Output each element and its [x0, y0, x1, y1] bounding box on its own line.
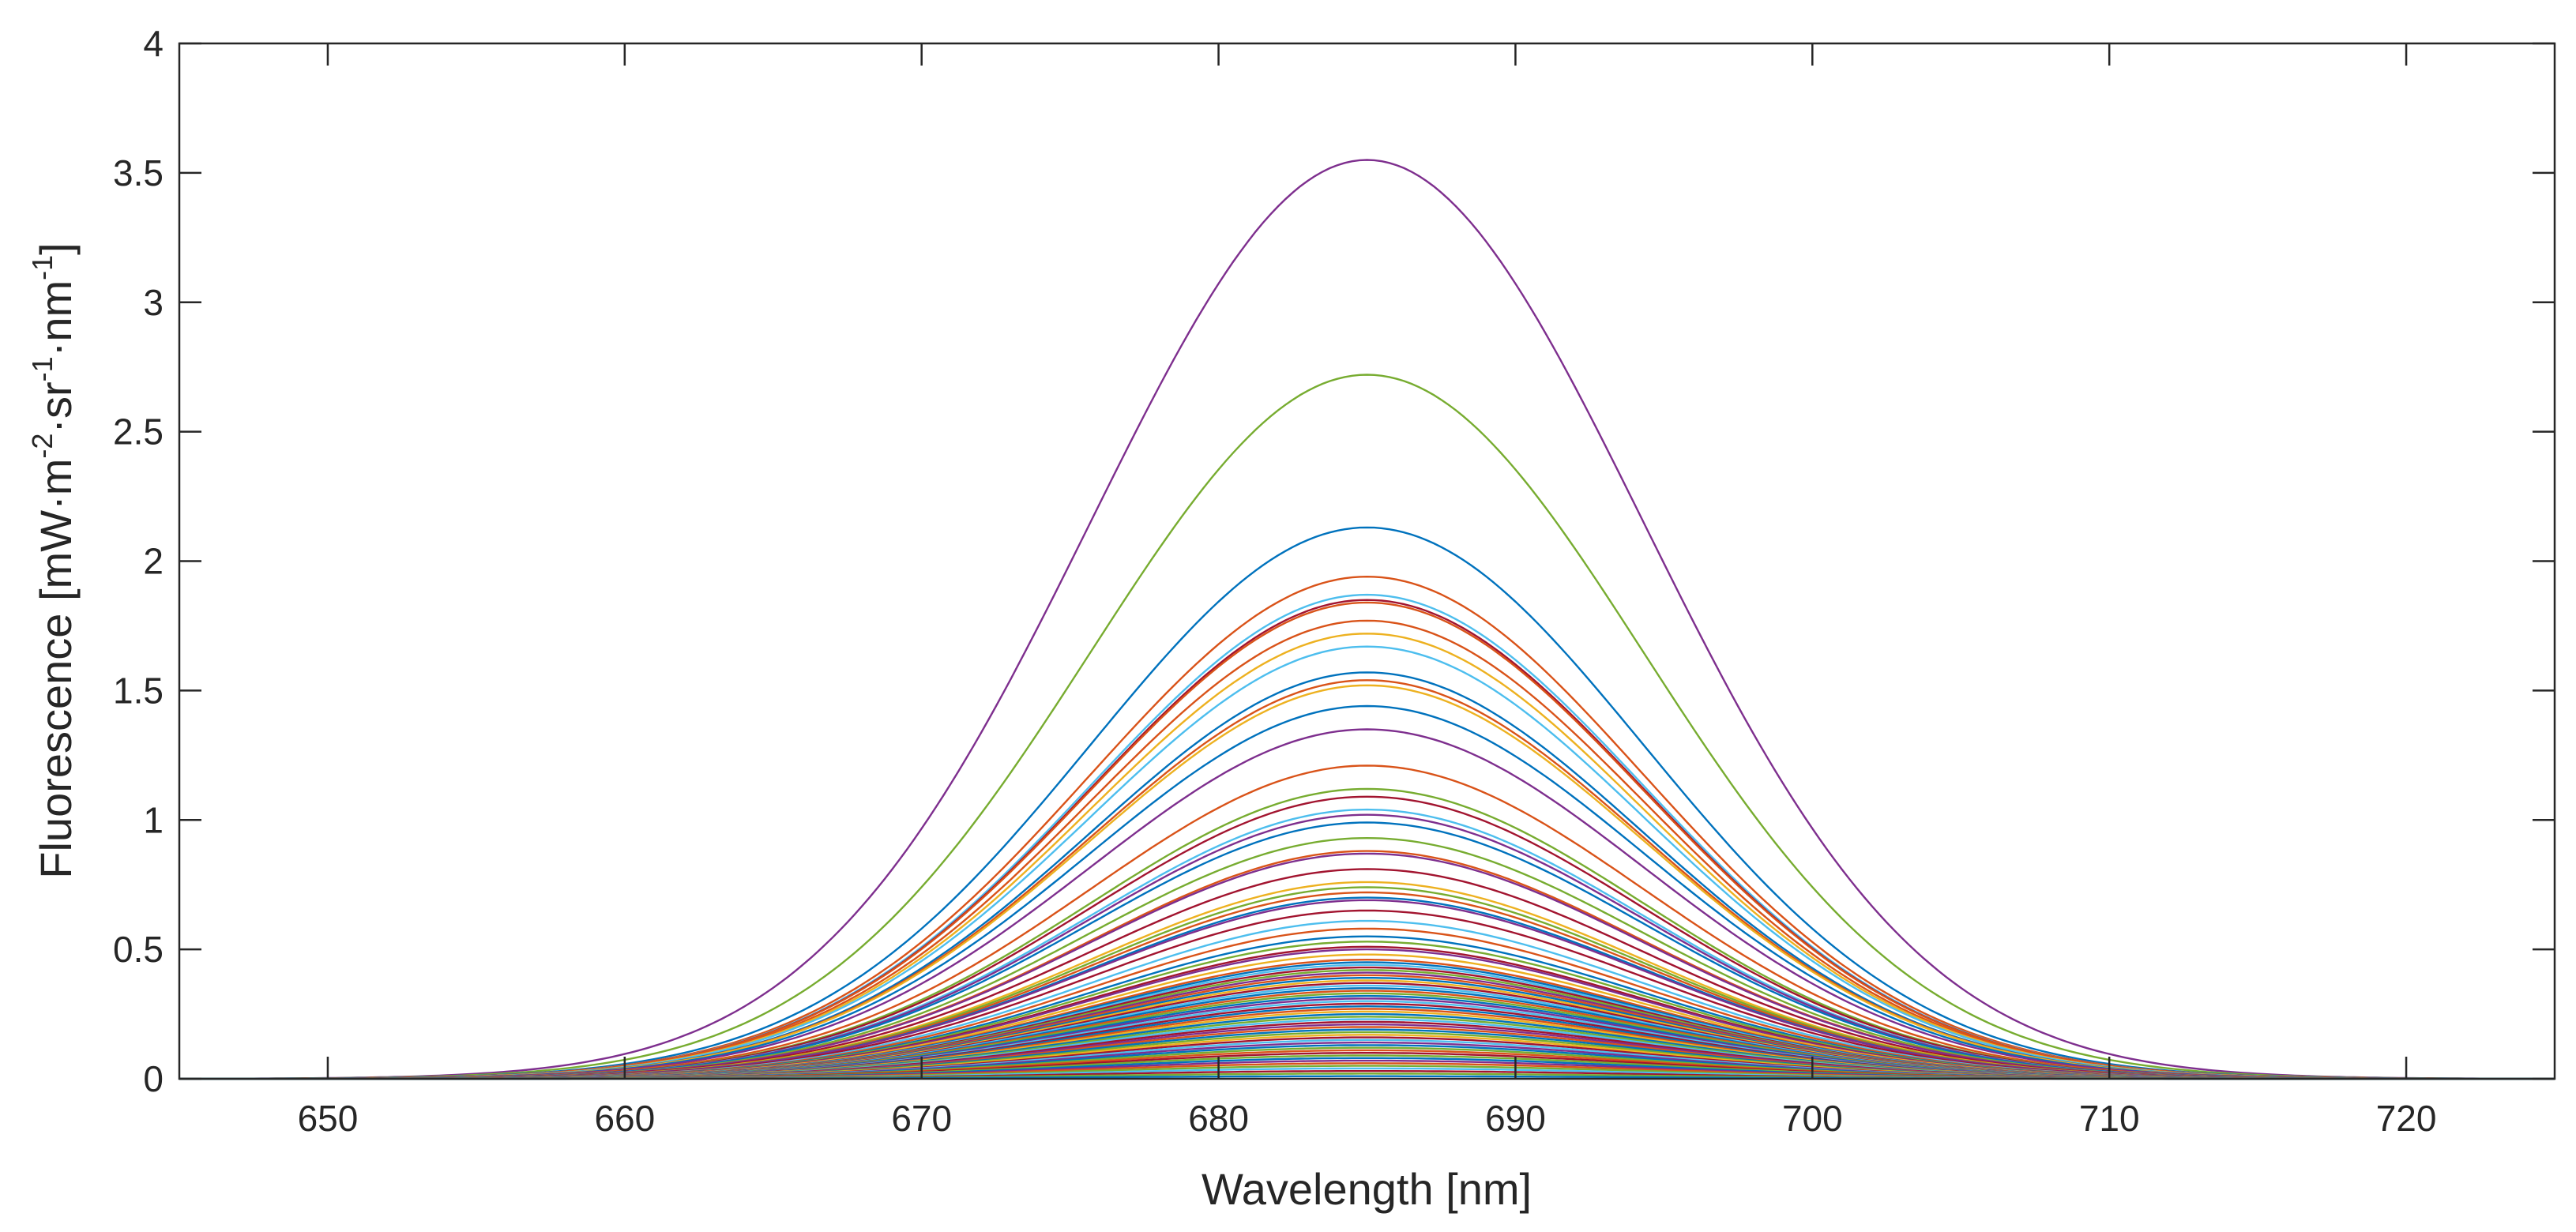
- y-tick-label-7: 3.5: [113, 152, 164, 193]
- x-tick-label-690: 690: [1485, 1098, 1546, 1139]
- y-axis-title: Fluorescence [mW·m-2·sr-1·nm-1]: [26, 242, 81, 878]
- y-axis-title-exp3: -1: [26, 255, 58, 280]
- x-tick-label-660: 660: [594, 1098, 655, 1139]
- y-axis-ticks: 0 0.5 1 1.5 2 2.5 3 3.5 4: [113, 23, 2555, 1099]
- y-tick-label-1: 0.5: [113, 929, 164, 970]
- y-tick-label-0: 0: [143, 1058, 164, 1099]
- y-axis-title-end: ]: [31, 242, 81, 255]
- series-line-1: [179, 159, 2555, 1080]
- y-axis-title-mid1: ·sr: [31, 381, 81, 433]
- x-axis-ticks: 650 660 670 680 690 700 710 720: [298, 43, 2437, 1139]
- x-tick-label-710: 710: [2079, 1098, 2140, 1139]
- y-axis-title-exp1: -2: [26, 434, 58, 459]
- x-tick-label-720: 720: [2376, 1098, 2437, 1139]
- series-line-2: [179, 374, 2555, 1080]
- x-tick-label-680: 680: [1188, 1098, 1249, 1139]
- y-tick-label-2: 1: [143, 799, 164, 840]
- x-tick-label-700: 700: [1782, 1098, 1843, 1139]
- plot-background: [179, 43, 2555, 1079]
- y-axis-title-exp2: -1: [26, 356, 58, 381]
- y-tick-label-4: 2: [143, 541, 164, 582]
- y-tick-label-8: 4: [143, 23, 164, 64]
- series-layer: [179, 159, 2555, 1080]
- y-tick-label-6: 3: [143, 282, 164, 323]
- y-axis-title-mid2: ·nm: [31, 280, 81, 356]
- y-tick-label-5: 2.5: [113, 411, 164, 453]
- x-axis-title: Wavelength [nm]: [1202, 1164, 1532, 1214]
- x-tick-label-670: 670: [891, 1098, 952, 1139]
- x-tick-label-650: 650: [298, 1098, 359, 1139]
- y-axis-title-base: Fluorescence [mW·m: [31, 459, 81, 879]
- y-tick-label-3: 1.5: [113, 670, 164, 711]
